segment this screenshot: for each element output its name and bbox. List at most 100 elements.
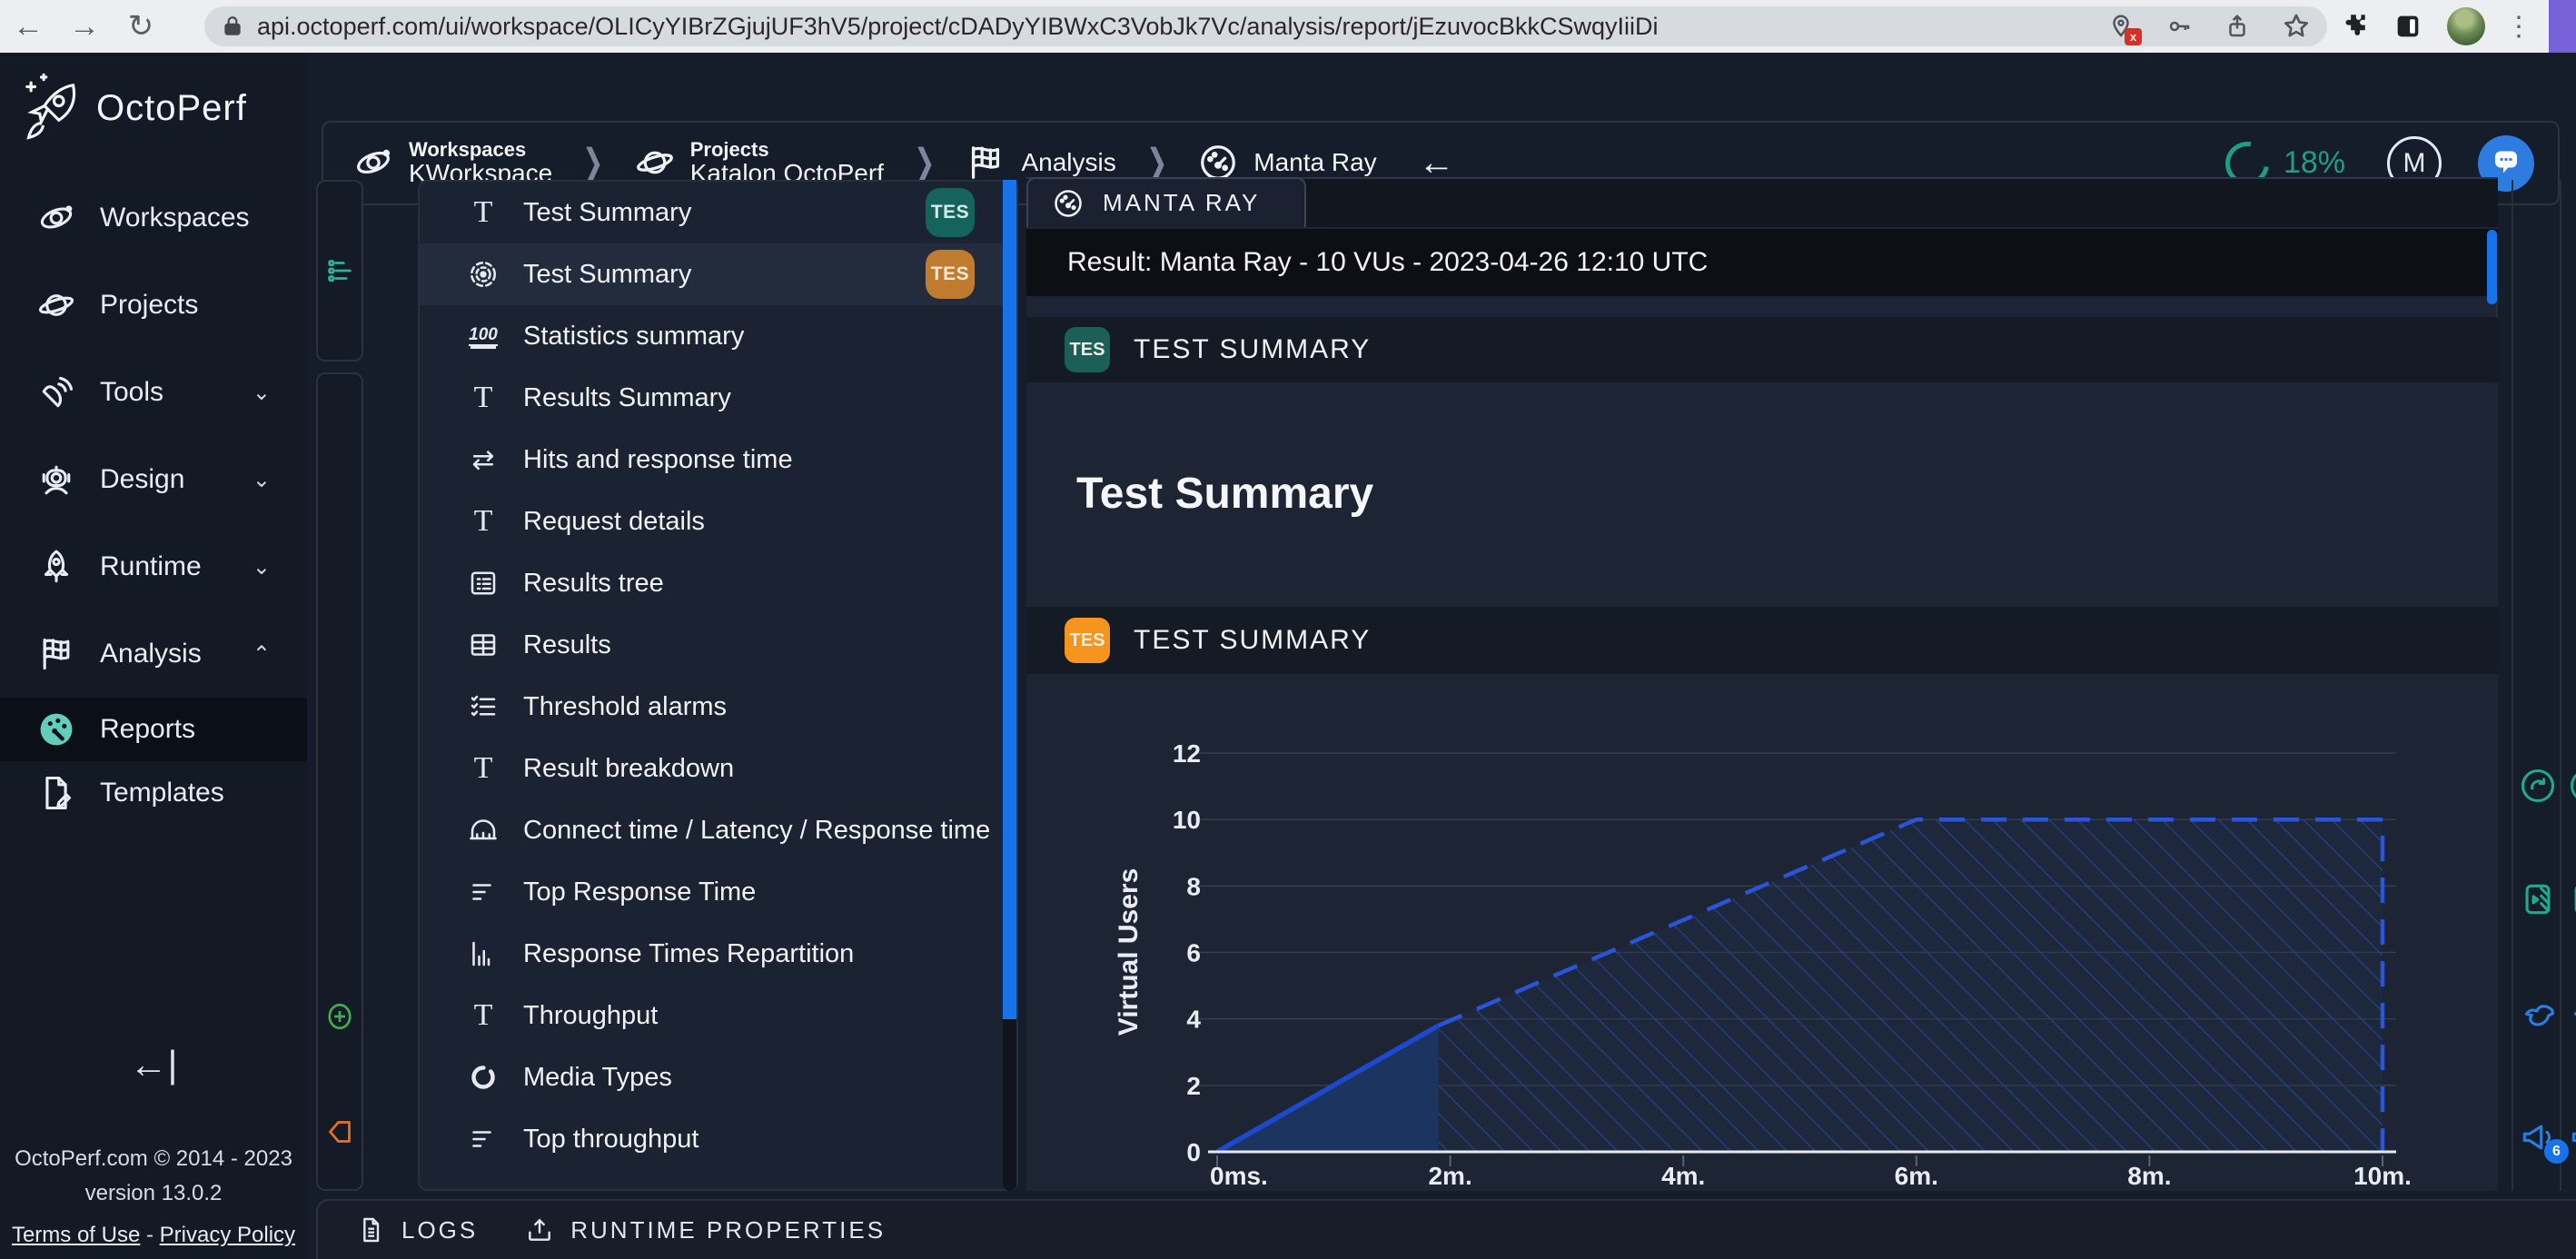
logs-button[interactable]: LOGS (401, 1215, 479, 1244)
chat-bubble-icon (2495, 151, 2517, 173)
menu-item-test-summary[interactable]: T Test Summary TES (420, 182, 1016, 243)
browser-menu-icon[interactable]: ⋮ (2505, 11, 2532, 42)
sidebar-item-analysis[interactable]: Analysis ⌃ (0, 610, 307, 698)
breadcrumb-item-manta-ray[interactable]: Manta Ray (1197, 142, 1377, 183)
menu-item-result-breakdown[interactable]: T Result breakdown (420, 738, 1016, 799)
svg-text:8: 8 (1186, 872, 1201, 900)
menu-item-response-codes-distribution[interactable]: TResponse Codes Distribution (420, 1170, 1016, 1190)
saturn-icon (634, 142, 676, 183)
bookmark-star-icon[interactable] (2282, 12, 2311, 41)
report-tree-toggle[interactable] (316, 180, 363, 362)
url-text[interactable]: api.octoperf.com/ui/workspace/OLICyYIBrZ… (257, 12, 1659, 40)
section-title: TEST SUMMARY (1134, 625, 1372, 655)
bird-share-icon[interactable] (2518, 997, 2558, 1037)
runtime-properties-button[interactable]: RUNTIME PROPERTIES (570, 1215, 887, 1244)
location-pin-icon[interactable]: x (2107, 13, 2142, 45)
text-icon: T (473, 751, 493, 785)
sidebar-item-projects[interactable]: Projects (0, 262, 307, 349)
privacy-link[interactable]: Privacy Policy (159, 1223, 296, 1247)
saturn-icon (36, 285, 76, 325)
panel-settings-icon[interactable] (2518, 879, 2558, 919)
sidebar-item-workspaces[interactable]: Workspaces (0, 174, 307, 262)
sidebar-item-runtime[interactable]: Runtime ⌄ (0, 523, 307, 610)
announcements-megaphone-icon[interactable]: 6 (2518, 1116, 2569, 1164)
share-icon[interactable] (2224, 13, 2251, 40)
svg-text:2: 2 (1186, 1072, 1201, 1100)
checklist-icon (467, 690, 500, 723)
menu-item-media-types[interactable]: Media Types (420, 1046, 1016, 1108)
menu-item-threshold-alarms[interactable]: Threshold alarms (420, 676, 1016, 738)
add-report-item-icon[interactable] (323, 1000, 356, 1033)
browser-forward-icon[interactable]: → (69, 8, 100, 44)
robot-icon (36, 460, 76, 500)
hundred-icon: 100 (469, 325, 498, 346)
sidebar-item-tools[interactable]: Tools ⌄ (0, 349, 307, 436)
svg-text:0ms.: 0ms. (1210, 1162, 1268, 1190)
terms-link[interactable]: Terms of Use (11, 1223, 141, 1247)
chart-svg: 0 2 4 6 8 10 12 0ms. 2m. 4m. 6m. 8m. 10m. Virtual Use… (1114, 739, 2412, 1190)
chevron-down-icon: ⌄ (252, 554, 271, 580)
menu-item-test-summary[interactable]: Test Summary TES (420, 243, 1016, 305)
flag-icon (36, 634, 76, 674)
section-header-test-summary-2[interactable]: TES TEST SUMMARY (1026, 607, 2498, 674)
runtime-properties-icon (525, 1215, 554, 1244)
tab-manta-ray[interactable]: MANTA RAY (1026, 177, 1306, 227)
menu-item-results[interactable]: Results (420, 614, 1016, 676)
lines-icon (467, 1123, 500, 1155)
sidebar-item-templates[interactable]: Templates (0, 761, 307, 825)
side-panel-icon[interactable] (2393, 11, 2423, 42)
sidebar-item-label: Reports (100, 714, 196, 744)
content-scrollbar-thumb[interactable] (2487, 230, 2497, 304)
lock-icon (221, 15, 244, 38)
menu-scrollbar[interactable] (1003, 180, 1016, 1191)
menu-item-request-details[interactable]: T Request details (420, 491, 1016, 552)
menu-item-results-summary[interactable]: T Results Summary (420, 367, 1016, 429)
browser-profile-avatar[interactable] (2447, 7, 2485, 45)
octoperf-logo[interactable]: OctoPerf (0, 53, 307, 164)
menu-item-hits-and-response-time[interactable]: ⇄ Hits and response time (420, 429, 1016, 491)
chevron-up-icon: ⌃ (252, 641, 271, 667)
menu-item-badge: TES (926, 250, 975, 299)
test-summary-section: Test Summary (1026, 382, 2498, 607)
tag-icon[interactable] (323, 1115, 356, 1148)
virtual-users-chart[interactable]: 0 2 4 6 8 10 12 0ms. 2m. 4m. 6m. 8m. 10m. Virtual Use… (1026, 674, 2498, 1191)
sidebar-item-label: Analysis (100, 639, 202, 669)
section-header-test-summary-1[interactable]: TES TEST SUMMARY (1026, 317, 2498, 382)
histogram-icon (467, 937, 500, 970)
svg-text:4: 4 (1186, 1006, 1201, 1034)
sidebar: OctoPerf Workspaces Projects Tools ⌄ Design ⌄… (0, 53, 307, 1259)
breadcrumb-item-analysis[interactable]: Analysis (965, 142, 1116, 183)
svg-text:12: 12 (1173, 739, 1201, 768)
menu-item-statistics-summary[interactable]: 100 Statistics summary (420, 305, 1016, 367)
refresh-report-icon-clipped (2567, 766, 2576, 806)
sidebar-item-design[interactable]: Design ⌄ (0, 436, 307, 523)
menu-item-response-times-repartition[interactable]: Response Times Repartition (420, 923, 1016, 985)
section-badge: TES (1065, 327, 1110, 372)
text-icon: T (473, 998, 493, 1032)
svg-text:10: 10 (1173, 806, 1201, 834)
sidebar-item-reports[interactable]: Reports (0, 698, 307, 761)
password-key-icon[interactable] (2165, 13, 2193, 40)
clipped-toolbar-edge (2567, 180, 2576, 1191)
breadcrumb-back-icon[interactable]: ← (1418, 142, 1455, 183)
chart-ylabel: Virtual Users (1114, 868, 1144, 1036)
menu-item-top-throughput[interactable]: Top throughput (420, 1108, 1016, 1170)
menu-item-connect-time-latency-response-time[interactable]: Connect time / Latency / Response time (420, 799, 1016, 861)
svg-text:4m.: 4m. (1661, 1162, 1705, 1190)
sidebar-collapse-button[interactable]: ←| (129, 1043, 178, 1086)
extensions-puzzle-icon[interactable] (2338, 11, 2369, 42)
browser-back-icon[interactable]: ← (13, 8, 44, 44)
menu-scrollbar-thumb[interactable] (1003, 180, 1016, 1019)
menu-item-throughput[interactable]: T Throughput (420, 985, 1016, 1046)
refresh-report-icon[interactable] (2518, 766, 2558, 806)
report-menu-panel: T Test Summary TES Test Summary TES 100 Statis… (418, 180, 1018, 1191)
template-icon (36, 773, 76, 813)
version-text: version 13.0.2 (84, 1181, 223, 1205)
report-structure-icon (328, 260, 352, 283)
svg-text:6: 6 (1186, 939, 1201, 967)
menu-item-top-response-time[interactable]: Top Response Time (420, 861, 1016, 923)
menu-item-results-tree[interactable]: Results tree (420, 552, 1016, 614)
gauge-icon (1055, 189, 1082, 217)
browser-refresh-icon[interactable]: ↻ (127, 9, 154, 44)
address-bar[interactable]: api.octoperf.com/ui/workspace/OLICyYIBrZ… (204, 6, 2327, 46)
